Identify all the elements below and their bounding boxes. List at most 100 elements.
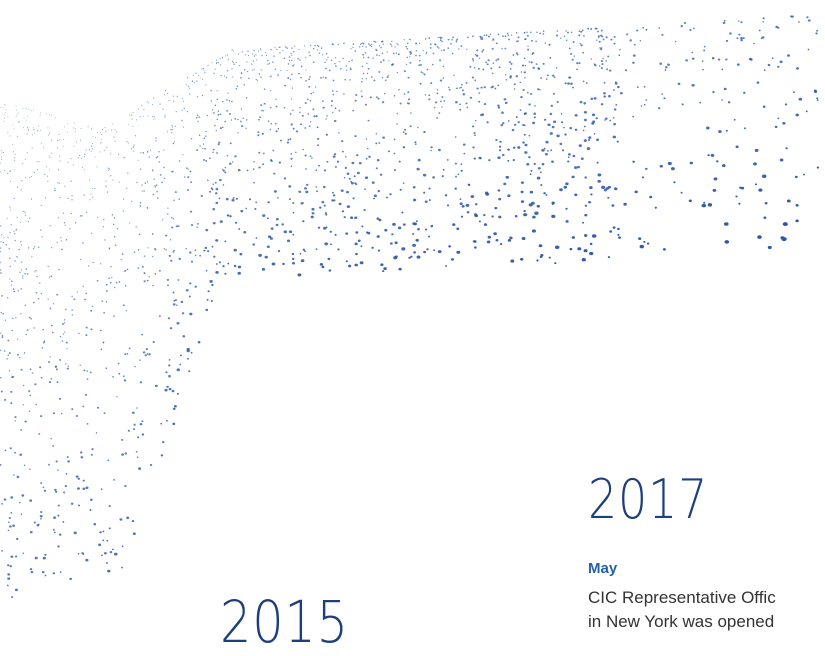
dot (37, 523, 40, 526)
dot (331, 43, 333, 46)
dot (330, 100, 334, 102)
dot (104, 239, 106, 241)
dot (141, 265, 144, 268)
dot (8, 521, 10, 523)
dot (198, 74, 200, 77)
dot (482, 68, 485, 71)
dot (718, 130, 722, 134)
dot (545, 78, 548, 80)
dot (66, 367, 69, 370)
dot (51, 246, 53, 249)
dot (82, 405, 85, 408)
dot (343, 216, 346, 219)
dot (176, 322, 180, 325)
year-heading: 2015 (220, 588, 349, 656)
dot (517, 121, 520, 124)
dot (391, 45, 393, 48)
dot (593, 97, 597, 100)
dot (454, 187, 457, 190)
dot (499, 140, 502, 143)
dot (105, 180, 107, 182)
dot (246, 119, 248, 121)
dot (597, 173, 602, 177)
dot (505, 175, 510, 179)
dot (93, 523, 97, 526)
dot (52, 331, 54, 334)
dot (369, 44, 371, 47)
dot (41, 236, 43, 238)
dot (47, 361, 51, 363)
dot (205, 308, 209, 312)
dot (362, 53, 365, 56)
dot (329, 230, 332, 233)
dot (336, 90, 338, 93)
dot (110, 266, 112, 268)
dot (360, 90, 363, 93)
dot (258, 118, 260, 121)
dot (486, 63, 489, 66)
dot (111, 548, 114, 551)
dot (428, 37, 431, 39)
dot (430, 146, 433, 149)
dot (182, 126, 185, 128)
dot (241, 51, 243, 53)
dot (7, 573, 11, 576)
dot (338, 202, 342, 206)
dot (523, 57, 526, 60)
dot (665, 66, 668, 69)
dot (364, 188, 366, 191)
dot (401, 247, 406, 251)
dot (330, 104, 333, 107)
dot (73, 298, 76, 301)
dot (279, 46, 281, 48)
dot (354, 50, 357, 52)
dot (215, 187, 219, 191)
dot (590, 58, 592, 60)
dot (542, 62, 545, 65)
dot (373, 197, 376, 200)
dot (414, 143, 417, 146)
dot (90, 453, 93, 456)
dot (389, 43, 391, 45)
dot (89, 179, 90, 181)
dot (275, 105, 278, 108)
dot (141, 184, 143, 186)
dot (83, 194, 85, 196)
dot (21, 179, 23, 182)
dot (332, 194, 336, 197)
dot (44, 173, 46, 176)
dot (57, 469, 59, 471)
dot (578, 34, 581, 37)
dot (498, 145, 502, 148)
dot (166, 131, 168, 133)
dot (333, 119, 337, 123)
dot (350, 181, 354, 185)
dot (147, 151, 149, 153)
dot (253, 49, 255, 52)
dot (436, 46, 439, 48)
dot (222, 184, 225, 186)
dot (262, 152, 265, 155)
dot (122, 210, 124, 212)
dot (527, 45, 529, 47)
dot (83, 169, 85, 171)
dot (540, 171, 542, 174)
dot (447, 47, 450, 49)
dot (523, 209, 526, 213)
dot (172, 303, 176, 306)
dot (396, 123, 398, 125)
dot (549, 56, 552, 59)
dot (277, 127, 280, 130)
dot (124, 269, 127, 272)
dot (497, 106, 501, 109)
dot (17, 290, 20, 292)
dot (507, 148, 510, 151)
dot (205, 159, 208, 162)
dot (500, 123, 504, 127)
dot (139, 205, 142, 207)
dot (39, 415, 43, 418)
dot (164, 388, 168, 392)
dot (670, 167, 675, 171)
dot (349, 67, 351, 69)
dot (403, 93, 406, 95)
